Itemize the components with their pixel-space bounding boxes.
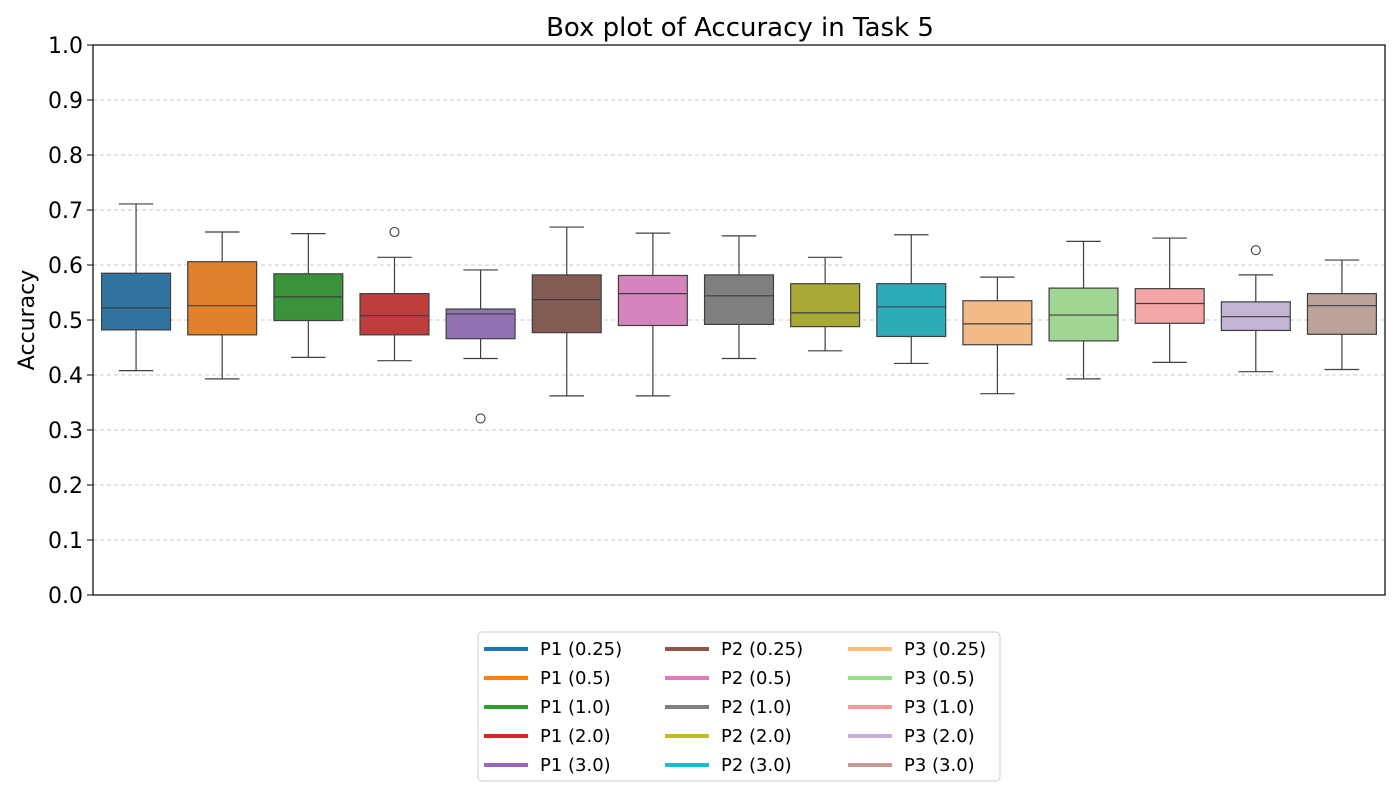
legend-label: P2 (3.0) xyxy=(721,755,792,776)
y-tick-label: 1.0 xyxy=(48,34,83,59)
legend-label: P2 (0.25) xyxy=(721,639,803,660)
legend-label: P3 (3.0) xyxy=(904,755,975,776)
box xyxy=(101,272,172,331)
legend-label: P1 (1.0) xyxy=(540,697,611,718)
box-group xyxy=(101,203,172,372)
box-group xyxy=(1220,245,1291,373)
y-tick-label: 0.9 xyxy=(48,89,83,114)
box xyxy=(962,300,1033,346)
legend-label: P3 (2.0) xyxy=(904,726,975,747)
y-tick-label: 0.0 xyxy=(48,584,83,609)
box xyxy=(1134,288,1205,324)
y-axis: 0.0 0.1 0.2 0.3 0.4 0.5 0.6 0.7 0.8 0.9 1.0 xyxy=(48,34,93,609)
legend: P1 (0.25) P1 (0.5) P1 (1.0) P1 (2.0) P1 (3.0… xyxy=(477,631,1001,782)
legend-label: P1 (3.0) xyxy=(540,755,611,776)
legend-label: P3 (0.5) xyxy=(904,668,975,689)
box xyxy=(703,274,775,325)
chart-title: Box plot of Accuracy in Task 5 xyxy=(546,13,934,43)
box xyxy=(531,274,602,334)
box xyxy=(1306,293,1377,335)
box-group xyxy=(703,235,775,360)
y-tick-label: 0.3 xyxy=(48,419,83,444)
y-tick-label: 0.4 xyxy=(48,364,83,389)
legend-label: P1 (0.25) xyxy=(540,639,622,660)
box xyxy=(359,293,430,336)
box-group xyxy=(359,226,430,362)
y-axis-label: Accuracy xyxy=(15,270,40,370)
box-group xyxy=(273,233,344,358)
legend-label: P2 (2.0) xyxy=(721,726,792,747)
box xyxy=(790,283,861,328)
legend-label: P3 (1.0) xyxy=(904,697,975,718)
legend-label: P2 (0.5) xyxy=(721,668,792,689)
box-group xyxy=(790,256,861,352)
box-group xyxy=(531,226,602,397)
box-group xyxy=(1134,237,1205,363)
box-group xyxy=(187,231,258,380)
boxes-layer xyxy=(101,203,1377,424)
box xyxy=(876,283,947,338)
y-tick-label: 0.5 xyxy=(48,309,83,334)
legend-label: P1 (0.5) xyxy=(540,668,611,689)
y-tick-label: 0.2 xyxy=(48,474,83,499)
legend-label: P3 (0.25) xyxy=(904,639,986,660)
y-tick-label: 0.1 xyxy=(48,529,83,554)
legend-frame xyxy=(477,631,1001,782)
outlier-point xyxy=(389,226,400,238)
box xyxy=(617,274,688,327)
y-tick-label: 0.6 xyxy=(48,254,83,279)
legend-label: P2 (1.0) xyxy=(721,697,792,718)
box xyxy=(187,261,258,336)
box-group xyxy=(876,234,947,365)
y-tick-label: 0.7 xyxy=(48,199,83,224)
outlier-point xyxy=(1250,245,1261,256)
y-tick-label: 0.8 xyxy=(48,144,83,169)
box-group xyxy=(445,269,516,424)
box-group xyxy=(617,232,688,397)
box-group xyxy=(1048,240,1119,380)
legend-label: P1 (2.0) xyxy=(540,726,611,747)
box-group xyxy=(1306,259,1377,371)
outlier-point xyxy=(475,413,486,424)
box-group xyxy=(962,276,1033,395)
